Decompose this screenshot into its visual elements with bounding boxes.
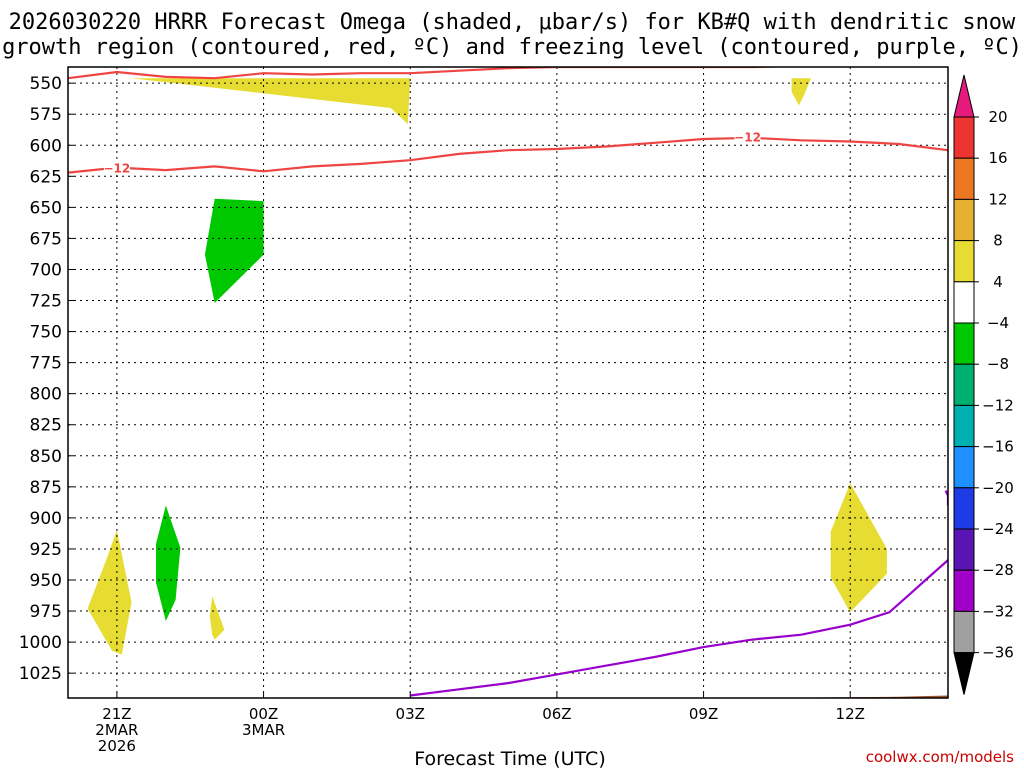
colorbar-tick-label-2: 12	[988, 190, 1007, 208]
omega-shading	[87, 78, 948, 698]
colorbar-band-7	[953, 404, 975, 448]
colorbar-band-2	[953, 198, 975, 242]
credit-text: coolwx.com/models	[866, 748, 1014, 766]
colorbar-top-arrow	[953, 74, 975, 118]
plot-frame	[67, 66, 949, 699]
colorbar-band-8	[953, 446, 975, 489]
colorbar-tick-label-5: −4	[987, 314, 1009, 332]
colorbar-band-0	[953, 116, 975, 159]
ytick-label-800: 800	[30, 385, 62, 405]
xtick-label-24-0: 00Z	[249, 705, 278, 723]
xtick-label-30-0: 06Z	[542, 705, 571, 723]
ytick-label-875: 875	[30, 478, 62, 498]
ytick-label-1025: 1025	[19, 664, 62, 684]
ytick-label-750: 750	[30, 323, 62, 343]
dgz-label-lower-bg	[103, 159, 130, 175]
colorbar-band-1	[953, 157, 975, 200]
colorbar: 20 16 12 8 4 −4 −8 −12 −16 −20 −24 −28 −32 −36	[953, 74, 1014, 695]
dgz-contour-0	[68, 67, 798, 80]
ytick-label-775: 775	[30, 354, 62, 374]
colorbar-tick-label-13: −36	[982, 644, 1014, 662]
colorbar-tick-label-11: −28	[982, 561, 1014, 579]
contour-lines	[68, 67, 948, 697]
xtick-label-33-0: 09Z	[689, 705, 718, 723]
colorbar-tick-label-3: 8	[993, 232, 1003, 250]
xtick-label-27-0: 03Z	[396, 705, 425, 723]
ytick-label-975: 975	[30, 602, 62, 622]
xtick-label-36-0: 12Z	[836, 705, 865, 723]
ytick-label-925: 925	[30, 540, 62, 560]
colorbar-tick-label-8: −16	[982, 438, 1014, 456]
dgz-label-right: −12	[734, 131, 761, 145]
xtick-label-21-0: 21Z	[102, 705, 131, 723]
colorbar-tick-label-6: −8	[987, 355, 1009, 373]
dgz-label-right-bg	[734, 128, 761, 144]
omega-region-4	[156, 505, 181, 621]
colorbar-band-4	[953, 281, 975, 324]
ytick-label-825: 825	[30, 416, 62, 436]
ytick-label-575: 575	[30, 105, 62, 125]
ytick-label-850: 850	[30, 447, 62, 467]
title-line-1: 2026030220 HRRR Forecast Omega (shaded, …	[9, 10, 1016, 35]
xtick-label-24-1: 3MAR	[242, 721, 285, 739]
title-line-2: growth region (contoured, red, ºC) and f…	[2, 35, 1022, 60]
xtick-label-21-1: 2MAR	[95, 721, 138, 739]
ytick-label-550: 550	[30, 74, 62, 94]
colorbar-tick-label-1: 16	[988, 149, 1007, 167]
freezing-level-line-upper	[944, 490, 948, 506]
colorbar-tick-label-4: 4	[993, 273, 1003, 291]
ytick-label-600: 600	[30, 136, 62, 156]
ytick-label-625: 625	[30, 167, 62, 187]
colorbar-band-12	[953, 610, 975, 654]
omega-region-3	[87, 530, 132, 655]
y-axis-ticks: 550 575 600 625 650 675 700 725 750 775 800 825 850 8…	[19, 74, 74, 684]
colorbar-tick-label-10: −24	[982, 520, 1014, 538]
omega-region-6	[830, 483, 887, 613]
colorbar-band-6	[953, 363, 975, 406]
ytick-label-950: 950	[30, 571, 62, 591]
omega-region-0	[131, 78, 411, 125]
ytick-label-725: 725	[30, 292, 62, 312]
ytick-label-1000: 1000	[19, 633, 62, 653]
colorbar-tick-label-0: 20	[988, 108, 1007, 126]
x-axis-label: Forecast Time (UTC)	[414, 748, 605, 768]
colorbar-band-3	[953, 240, 975, 283]
ytick-label-900: 900	[30, 509, 62, 529]
colorbar-band-11	[953, 569, 975, 612]
colorbar-tick-label-7: −12	[982, 396, 1014, 414]
contour-labels: −12 −12	[103, 128, 761, 176]
omega-region-5	[209, 596, 225, 640]
colorbar-band-9	[953, 487, 975, 530]
colorbar-tick-label-9: −20	[982, 479, 1014, 497]
omega-region-1	[791, 78, 812, 106]
ytick-label-650: 650	[30, 198, 62, 218]
ytick-label-700: 700	[30, 260, 62, 280]
colorbar-band-10	[953, 528, 975, 571]
colorbar-tick-label-12: −32	[982, 602, 1014, 620]
omega-region-2	[204, 198, 264, 303]
dgz-label-lower: −12	[104, 162, 131, 176]
freezing-level-line	[410, 559, 948, 697]
xtick-label-21-2: 2026	[98, 737, 136, 755]
colorbar-band-5	[953, 322, 975, 365]
colorbar-bottom-arrow	[953, 652, 975, 695]
chart-title: 2026030220 HRRR Forecast Omega (shaded, …	[2, 10, 1022, 60]
ytick-label-675: 675	[30, 229, 62, 249]
dgz-contour-1	[68, 136, 948, 174]
grid-lines	[68, 67, 948, 698]
